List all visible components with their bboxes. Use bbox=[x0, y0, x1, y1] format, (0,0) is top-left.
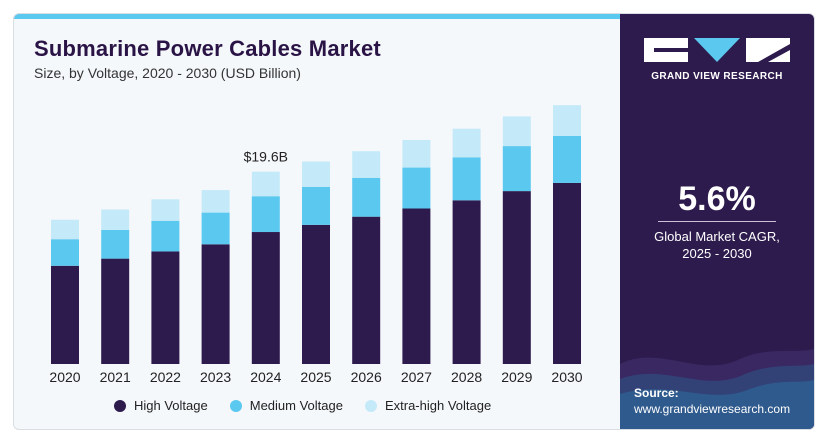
bar-2030-high-voltage bbox=[553, 182, 581, 364]
legend: High Voltage Medium Voltage Extra-high V… bbox=[114, 398, 491, 413]
source-label: Source: bbox=[634, 386, 679, 400]
cagr-label-line-1: Global Market CAGR, bbox=[654, 229, 780, 244]
bar-2020-extra-high-voltage bbox=[51, 219, 79, 240]
bar-2027-medium-voltage bbox=[402, 167, 431, 209]
bar-2022-high-voltage bbox=[151, 251, 180, 364]
x-tick-label-2022: 2022 bbox=[150, 369, 181, 385]
legend-swatch-medium bbox=[229, 399, 242, 412]
x-tick-label-2028: 2028 bbox=[451, 369, 482, 385]
chart-subtitle: Size, by Voltage, 2020 - 2030 (USD Billi… bbox=[34, 65, 301, 81]
legend-label-extra: Extra-high Voltage bbox=[384, 398, 492, 413]
x-tick-label-2029: 2029 bbox=[501, 369, 532, 385]
chart-title: Submarine Power Cables Market bbox=[34, 36, 381, 61]
value-annotation-2024: $19.6B bbox=[244, 149, 288, 165]
bar-2030-extra-high-voltage bbox=[553, 105, 581, 136]
grand-view-research-logo bbox=[644, 38, 790, 62]
logo-wordmark: GRAND VIEW RESEARCH bbox=[651, 71, 783, 82]
x-tick-label-2021: 2021 bbox=[100, 369, 131, 385]
bar-2020-high-voltage bbox=[51, 265, 79, 364]
source-url: www.grandviewresearch.com bbox=[634, 402, 791, 416]
x-tick-label-2024: 2024 bbox=[250, 369, 281, 385]
legend-item-medium: Medium Voltage bbox=[229, 398, 343, 413]
bar-2029-medium-voltage bbox=[502, 146, 531, 192]
bar-2028-medium-voltage bbox=[452, 157, 481, 201]
cagr-value: 5.6% bbox=[678, 180, 756, 218]
legend-swatch-high bbox=[114, 399, 126, 412]
bar-2022-extra-high-voltage bbox=[151, 199, 180, 221]
x-tick-label-2030: 2030 bbox=[551, 369, 582, 385]
legend-label-high: High Voltage bbox=[134, 398, 208, 413]
bar-2025-high-voltage bbox=[302, 224, 330, 364]
legend-swatch-extra bbox=[364, 399, 377, 412]
infographic-card: Submarine Power Cables Market Size, by V… bbox=[13, 13, 815, 430]
bar-2027-extra-high-voltage bbox=[402, 139, 431, 168]
bar-2030-medium-voltage bbox=[553, 135, 581, 183]
cagr-label-line-2: 2025 - 2030 bbox=[682, 246, 752, 261]
legend-item-high: High Voltage bbox=[114, 398, 208, 413]
wave-pattern bbox=[620, 349, 814, 429]
x-tick-label-2026: 2026 bbox=[351, 369, 382, 385]
legend-label-medium: Medium Voltage bbox=[249, 398, 343, 413]
bar-2027-high-voltage bbox=[402, 208, 431, 364]
legend-item-extra: Extra-high Voltage bbox=[364, 398, 492, 413]
bar-2026-high-voltage bbox=[352, 216, 381, 364]
side-panel: GRAND VIEW RESEARCH 5.6% Global Market C… bbox=[620, 14, 814, 429]
bar-2023-extra-high-voltage bbox=[201, 190, 230, 213]
x-tick-label-2023: 2023 bbox=[200, 369, 231, 385]
bar-2021-high-voltage bbox=[101, 258, 130, 364]
x-tick-label-2027: 2027 bbox=[401, 369, 432, 385]
bar-2021-extra-high-voltage bbox=[101, 209, 130, 230]
bar-2020-medium-voltage bbox=[51, 239, 79, 266]
bar-2026-medium-voltage bbox=[352, 177, 381, 217]
bar-2024-extra-high-voltage bbox=[251, 171, 280, 197]
bar-2025-extra-high-voltage bbox=[302, 161, 330, 188]
bar-2026-extra-high-voltage bbox=[352, 151, 381, 178]
bar-2022-medium-voltage bbox=[151, 220, 180, 252]
cagr-divider bbox=[658, 221, 776, 222]
x-tick-label-2025: 2025 bbox=[300, 369, 331, 385]
bar-2024-medium-voltage bbox=[251, 196, 280, 233]
bar-2028-high-voltage bbox=[452, 200, 481, 364]
bar-2029-high-voltage bbox=[502, 191, 531, 364]
bar-2024-high-voltage bbox=[251, 232, 280, 364]
bar-2028-extra-high-voltage bbox=[452, 128, 481, 158]
x-tick-label-2020: 2020 bbox=[49, 369, 80, 385]
accent-bar bbox=[14, 14, 620, 19]
bar-2029-extra-high-voltage bbox=[502, 116, 531, 147]
bar-2023-high-voltage bbox=[201, 244, 230, 364]
cagr-label: Global Market CAGR, 2025 - 2030 bbox=[620, 228, 814, 262]
bar-chart: 2020 2021 2022 2023 2024 $19.6B 2025 2026 2027 20… bbox=[49, 105, 583, 385]
bar-2025-medium-voltage bbox=[302, 187, 330, 225]
bar-2023-medium-voltage bbox=[201, 212, 230, 245]
bar-2021-medium-voltage bbox=[101, 229, 130, 259]
